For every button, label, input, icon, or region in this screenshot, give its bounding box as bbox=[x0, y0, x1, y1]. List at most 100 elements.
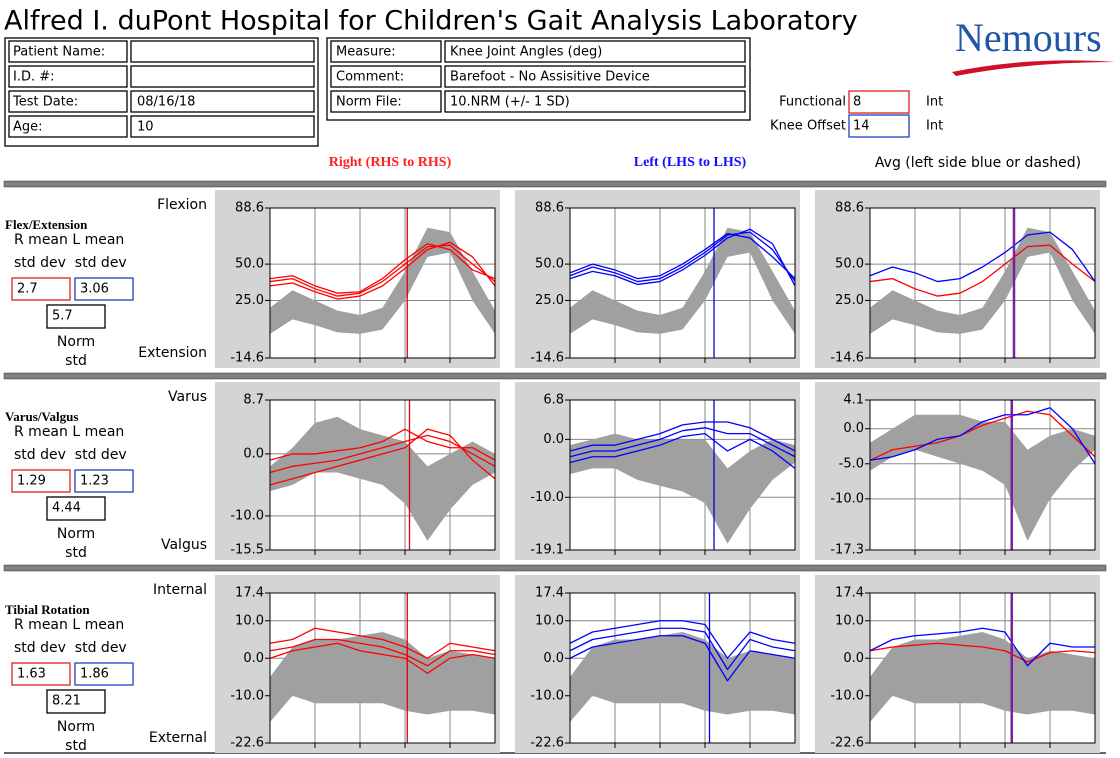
field-label-cell bbox=[330, 65, 442, 88]
std-box bbox=[46, 689, 106, 714]
field-unit: Int bbox=[926, 95, 943, 110]
l-std: 3.06 bbox=[80, 282, 109, 297]
y-tick-label: 8.7 bbox=[243, 393, 264, 408]
field-label-cell bbox=[330, 40, 442, 63]
plot-area bbox=[569, 207, 796, 359]
field-label-cell bbox=[330, 90, 442, 113]
std-box bbox=[74, 277, 134, 301]
trial-curve bbox=[869, 244, 1096, 297]
norm-std: 5.7 bbox=[52, 309, 73, 324]
field-value-cell bbox=[130, 40, 315, 63]
trial-curve bbox=[869, 410, 1096, 461]
l-std: 1.86 bbox=[80, 667, 109, 682]
norm-std: 4.44 bbox=[52, 501, 81, 516]
y-tick-label: -17.3 bbox=[830, 543, 864, 558]
trial-curve bbox=[869, 231, 1096, 283]
y-tick-label: 0.0 bbox=[843, 651, 864, 666]
page-title: Alfred I. duPont Hospital for Children's… bbox=[4, 6, 858, 37]
field-label-cell bbox=[8, 115, 128, 138]
y-tick-label: 88.6 bbox=[235, 201, 264, 216]
plot-frame bbox=[869, 399, 1096, 551]
y-tick-label: 0.0 bbox=[543, 651, 564, 666]
field-label-cell bbox=[8, 90, 128, 113]
field-label: Functional bbox=[779, 95, 846, 110]
y-tick-label: 50.0 bbox=[235, 257, 264, 272]
trial-curve bbox=[569, 421, 796, 452]
norm-label: std bbox=[65, 738, 87, 754]
y-tick-label: -19.1 bbox=[530, 543, 564, 558]
plot-frame bbox=[869, 207, 1096, 359]
field-box bbox=[848, 114, 910, 138]
norm-label: Norm bbox=[57, 334, 95, 350]
norm-label: std bbox=[65, 353, 87, 369]
field-label: Measure: bbox=[336, 45, 396, 60]
y-tick-label: -14.6 bbox=[830, 351, 864, 366]
y-tick-label: 25.0 bbox=[835, 293, 864, 308]
norm-band bbox=[870, 227, 1095, 334]
norm-label: std bbox=[65, 545, 87, 561]
std-box bbox=[74, 469, 134, 493]
logo: Nemours bbox=[955, 15, 1102, 60]
field-label: Age: bbox=[13, 120, 43, 135]
field-value: Knee Joint Angles (deg) bbox=[450, 45, 602, 60]
norm-band bbox=[570, 433, 795, 544]
trial-curve bbox=[269, 434, 496, 474]
column-header: Avg (left side blue or dashed) bbox=[875, 155, 1081, 171]
y-tick-label: 0.0 bbox=[843, 421, 864, 436]
plot-frame bbox=[269, 592, 496, 744]
field-value-cell bbox=[130, 115, 315, 138]
std-label: std dev std dev bbox=[14, 640, 127, 656]
y-tick-label: -22.6 bbox=[830, 736, 864, 751]
y-tick-label: 50.0 bbox=[535, 257, 564, 272]
std-box bbox=[11, 662, 71, 686]
field-value: Barefoot - No Assisitive Device bbox=[450, 70, 650, 85]
trial-curve bbox=[269, 638, 496, 667]
y-tick-label: 0.0 bbox=[543, 432, 564, 447]
y-tick-label: 10.0 bbox=[835, 613, 864, 628]
field-label: Comment: bbox=[336, 70, 404, 85]
std-box bbox=[11, 469, 71, 493]
std-box bbox=[46, 304, 106, 329]
trial-curve bbox=[269, 241, 496, 300]
trial-curve bbox=[569, 228, 796, 287]
std-box bbox=[11, 277, 71, 301]
y-tick-label: 25.0 bbox=[235, 293, 264, 308]
y-tick-label: 0.0 bbox=[243, 446, 264, 461]
y-tick-label: 88.6 bbox=[835, 201, 864, 216]
row-title: Tibial Rotation bbox=[5, 602, 90, 617]
field-value-cell bbox=[444, 90, 746, 113]
trial-curve bbox=[569, 427, 796, 458]
separator bbox=[3, 564, 1107, 572]
trial-curve bbox=[569, 432, 796, 469]
field-label: I.D. #: bbox=[13, 70, 55, 85]
y-tick-label: -14.6 bbox=[530, 351, 564, 366]
trial-curve bbox=[569, 627, 796, 671]
l-std: 1.23 bbox=[80, 474, 109, 489]
trial-curve bbox=[569, 232, 796, 280]
norm-band bbox=[270, 632, 495, 722]
trial-curve bbox=[269, 243, 496, 294]
y-tick-label: 0.0 bbox=[243, 651, 264, 666]
mean-label: R mean L mean bbox=[14, 424, 124, 440]
field-label-cell bbox=[8, 40, 128, 63]
field-value-cell bbox=[130, 90, 315, 113]
trial-curve bbox=[869, 642, 1096, 663]
trial-curve bbox=[269, 428, 496, 486]
row-title: Flex/Extension bbox=[5, 217, 88, 232]
std-box bbox=[74, 662, 134, 686]
norm-label: Norm bbox=[57, 719, 95, 735]
plot-area bbox=[269, 207, 496, 359]
mean-label: R mean L mean bbox=[14, 232, 124, 248]
trial-curve bbox=[269, 627, 496, 659]
axis-label-top: Varus bbox=[168, 389, 207, 405]
axis-label-bottom: External bbox=[149, 730, 207, 746]
y-tick-label: -14.6 bbox=[230, 351, 264, 366]
plot-frame bbox=[269, 399, 496, 551]
row-title: Varus/Valgus bbox=[5, 409, 78, 424]
y-tick-label: -22.6 bbox=[530, 736, 564, 751]
field-value: 10.NRM (+/- 1 SD) bbox=[450, 95, 570, 110]
r-std: 2.7 bbox=[17, 282, 38, 297]
y-tick-label: 17.4 bbox=[235, 586, 264, 601]
field-label: Norm File: bbox=[336, 95, 402, 110]
